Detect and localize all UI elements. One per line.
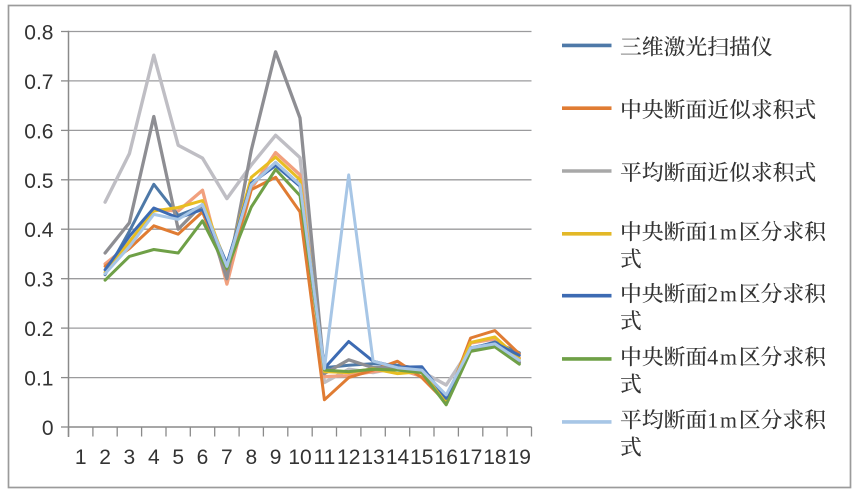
svg-text:15: 15 <box>410 446 433 469</box>
svg-text:3: 3 <box>124 446 136 469</box>
svg-text:0.5: 0.5 <box>24 170 53 193</box>
svg-text:9: 9 <box>270 446 282 469</box>
svg-text:0.6: 0.6 <box>24 120 53 143</box>
svg-text:5: 5 <box>172 446 184 469</box>
svg-text:6: 6 <box>197 446 209 469</box>
svg-text:17: 17 <box>459 446 482 469</box>
svg-text:7: 7 <box>221 446 233 469</box>
svg-text:0.8: 0.8 <box>24 22 53 45</box>
svg-text:4: 4 <box>148 446 160 469</box>
svg-text:18: 18 <box>483 446 506 469</box>
svg-text:0.2: 0.2 <box>24 318 53 341</box>
svg-text:0.7: 0.7 <box>24 71 53 94</box>
svg-text:1: 1 <box>75 446 87 469</box>
svg-text:8: 8 <box>245 446 257 469</box>
svg-text:12: 12 <box>337 446 360 469</box>
svg-text:0.4: 0.4 <box>24 219 54 242</box>
svg-text:16: 16 <box>435 446 458 469</box>
svg-text:19: 19 <box>508 446 531 469</box>
svg-text:11: 11 <box>313 446 335 469</box>
svg-text:10: 10 <box>288 446 311 469</box>
svg-text:14: 14 <box>386 446 410 469</box>
svg-text:0.1: 0.1 <box>24 368 53 391</box>
svg-text:2: 2 <box>99 446 111 469</box>
svg-text:13: 13 <box>361 446 384 469</box>
svg-text:0: 0 <box>42 417 54 440</box>
svg-text:0.3: 0.3 <box>24 269 53 292</box>
